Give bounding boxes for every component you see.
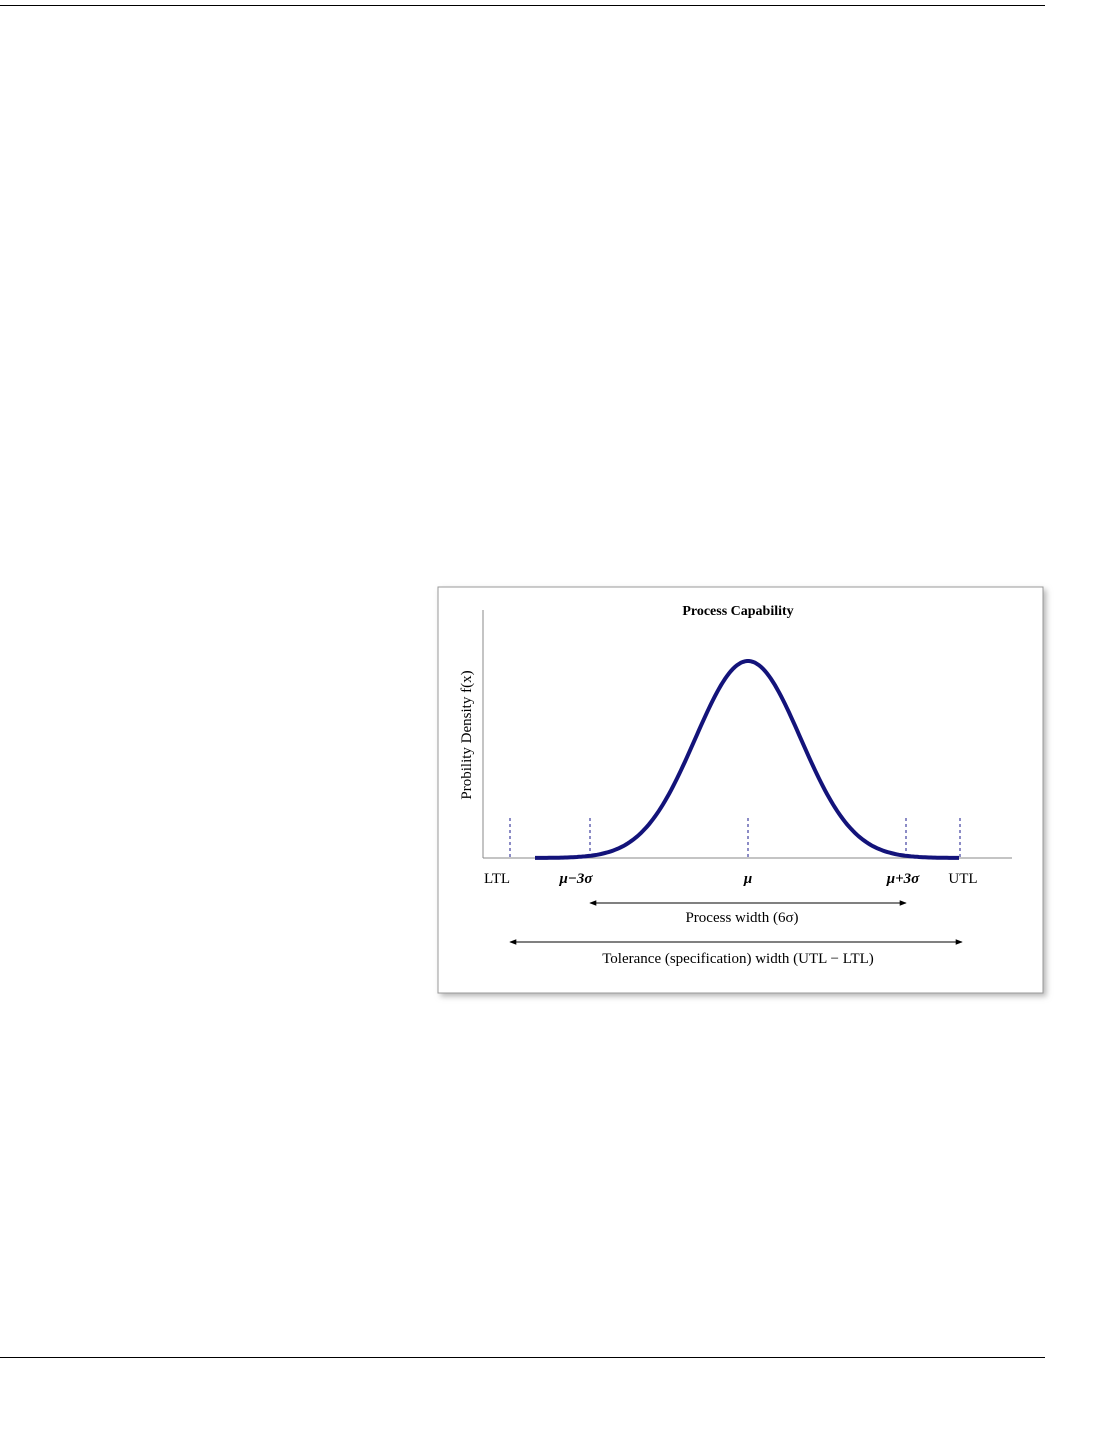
x-label: UTL — [948, 871, 977, 887]
normal-curve — [535, 659, 959, 860]
x-label: μ−3σ — [558, 871, 593, 887]
process-width-label: Process width (6σ) — [685, 910, 798, 926]
top-rule — [0, 5, 1045, 6]
limit-lines — [509, 818, 961, 858]
tolerance-width-label: Tolerance (specification) width (UTL − L… — [602, 951, 874, 967]
x-label: μ — [743, 871, 752, 887]
figure-title: Process Capability — [682, 604, 793, 619]
x-label: LTL — [484, 871, 510, 887]
figure-frame — [437, 586, 1044, 994]
y-axis-label: Probility Density f(x) — [459, 670, 475, 799]
bottom-rule — [0, 1357, 1045, 1358]
x-label: μ+3σ — [886, 871, 920, 887]
